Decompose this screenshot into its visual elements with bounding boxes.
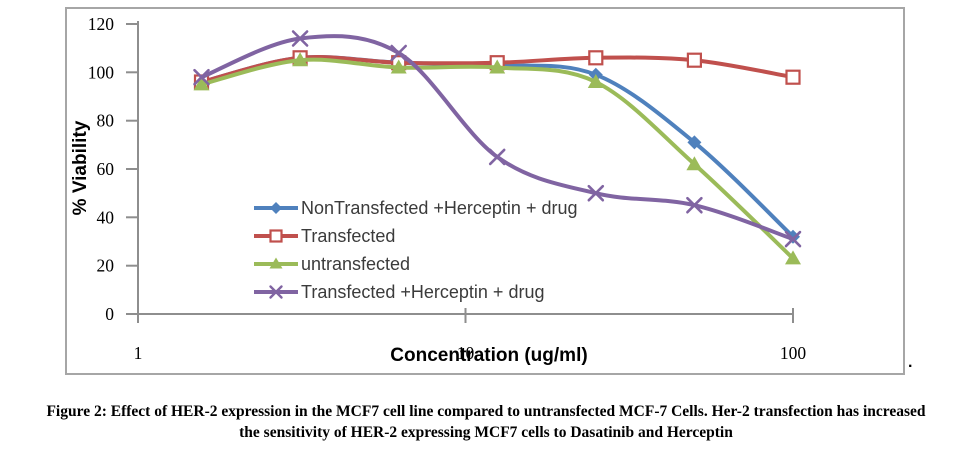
legend-label: Transfected (301, 225, 396, 246)
legend-item: Transfected +Herceptin + drug (253, 278, 578, 306)
x-tick-label: 100 (780, 343, 807, 363)
data-point-marker (687, 135, 702, 150)
data-point-marker (488, 148, 506, 166)
data-point-marker (269, 257, 283, 269)
legend-item: Transfected (253, 222, 578, 250)
x-tick-label: 10 (457, 343, 475, 363)
data-point-marker (292, 52, 309, 67)
data-point-marker (786, 229, 800, 244)
y-axis-title: % Viability (70, 120, 91, 216)
data-point-marker (686, 52, 703, 68)
y-tick-label: 20 (97, 256, 115, 276)
figure-caption: Figure 2: Effect of HER-2 expression in … (0, 401, 972, 443)
legend-label: untransfected (301, 253, 411, 274)
caption-line-1: Figure 2: Effect of HER-2 expression in … (46, 403, 926, 420)
chart-area: 120 100 80 60 40 20 0 1 10 100 (65, 7, 905, 375)
legend-swatch (254, 229, 298, 243)
data-point-marker (193, 68, 210, 86)
legend-label: NonTransfected +Herceptin + drug (301, 197, 578, 218)
plot-svg: 120 100 80 60 40 20 01 10 100 (88, 14, 807, 363)
legend-swatch (254, 285, 298, 299)
data-point-marker (785, 250, 801, 265)
y-tick-label: 120 (88, 14, 115, 34)
data-point-marker (686, 156, 703, 171)
caption-line-2: the sensitivity of HER-2 expressing MCF7… (239, 424, 733, 441)
legend-item: NonTransfected +Herceptin + drug (253, 194, 578, 222)
x-axis-title: Concentration (ug/ml) (390, 345, 588, 366)
y-tick-label: 0 (105, 304, 114, 324)
y-tick-label: 80 (97, 111, 115, 131)
legend: NonTransfected +Herceptin + drug Transfec… (253, 194, 578, 306)
legend-swatch (254, 202, 298, 214)
legend-swatch (254, 257, 298, 269)
data-point-marker (269, 285, 283, 299)
x-tick-label: 1 (134, 343, 143, 363)
data-point-marker (587, 184, 605, 202)
data-point-marker (390, 44, 408, 62)
y-tick-label: 60 (97, 159, 115, 179)
data-point-marker (489, 59, 506, 74)
data-point-marker (291, 30, 309, 47)
data-point-marker (390, 59, 407, 74)
y-tick-label: 40 (97, 207, 115, 227)
data-point-marker (785, 69, 801, 85)
data-point-marker (588, 50, 604, 66)
y-tick-label: 100 (88, 62, 115, 82)
data-point-marker (269, 229, 283, 243)
legend-label: Transfected +Herceptin + drug (301, 281, 545, 302)
data-point-marker (587, 74, 604, 88)
trailing-period: . (908, 354, 913, 371)
data-point-marker (686, 196, 703, 214)
data-point-marker (270, 202, 282, 214)
data-point-marker (193, 76, 210, 91)
legend-item: untransfected (253, 250, 578, 278)
data-point-marker (784, 230, 802, 248)
